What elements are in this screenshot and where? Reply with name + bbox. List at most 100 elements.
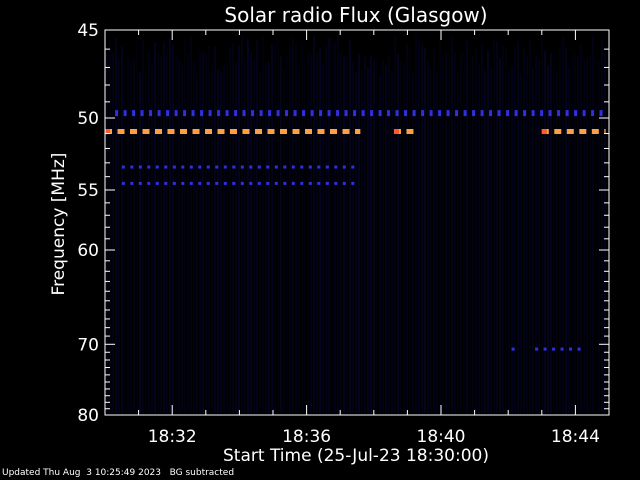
weak-emission-mark — [599, 110, 603, 117]
weak-emission-mark — [552, 347, 556, 351]
weak-emission-mark — [319, 110, 323, 117]
strong-emission-mark — [205, 129, 212, 135]
weak-emission-mark — [164, 181, 168, 185]
updated-timestamp: Updated Thu Aug 3 10:25:49 2023 — [2, 468, 162, 478]
weak-emission-mark — [336, 110, 340, 117]
weak-emission-mark — [543, 347, 547, 351]
weak-emission-mark — [123, 110, 127, 117]
footer: Updated Thu Aug 3 10:25:49 2023 BG subtr… — [2, 468, 234, 478]
weak-emission-mark — [206, 165, 210, 169]
weak-emission-mark — [274, 165, 278, 169]
weak-emission-mark — [565, 110, 569, 117]
weak-emission-mark — [181, 181, 185, 185]
weak-emission-mark — [189, 165, 193, 169]
weak-emission-mark — [308, 165, 312, 169]
weak-emission-mark — [300, 181, 304, 185]
weak-emission-mark — [560, 347, 564, 351]
strong-emission-mark — [330, 129, 337, 135]
weak-emission-mark — [266, 165, 270, 169]
weak-emission-mark — [198, 165, 202, 169]
weak-emission-mark — [268, 110, 272, 117]
weak-emission-mark — [514, 110, 518, 117]
weak-emission-mark — [283, 181, 287, 185]
weak-emission-mark — [166, 110, 170, 117]
weak-emission-mark — [121, 181, 125, 185]
weak-emission-mark — [334, 181, 338, 185]
weak-emission-mark — [421, 110, 425, 117]
plot-area — [106, 35, 606, 413]
weak-emission-mark — [293, 110, 297, 117]
weak-emission-mark — [274, 181, 278, 185]
strong-emission-mark — [566, 129, 574, 135]
weak-emission-mark — [325, 165, 329, 169]
weak-emission-mark — [174, 110, 178, 117]
y-tick-label: 80 — [77, 406, 99, 426]
weak-emission-mark — [234, 110, 238, 117]
weak-emission-mark — [334, 165, 338, 169]
weak-emission-mark — [489, 110, 493, 117]
weak-emission-mark — [574, 110, 578, 117]
strong-emission-mark — [117, 129, 125, 135]
weak-emission-mark — [130, 165, 134, 169]
strong-emission-edge — [105, 129, 110, 135]
weak-emission-mark — [472, 110, 476, 117]
weak-emission-mark — [325, 181, 329, 185]
weak-emission-mark — [353, 110, 357, 117]
strong-emission-mark — [217, 129, 225, 135]
weak-emission-mark — [577, 347, 581, 351]
emission-bands — [105, 110, 606, 351]
weak-emission-mark — [283, 165, 287, 169]
weak-emission-mark — [198, 181, 202, 185]
weak-emission-mark — [387, 110, 391, 117]
strong-emission-mark — [604, 129, 606, 135]
weak-emission-mark — [361, 110, 365, 117]
weak-emission-mark — [251, 110, 255, 117]
weak-emission-mark — [181, 165, 185, 169]
weak-emission-mark — [497, 110, 501, 117]
strong-emission-mark — [280, 129, 287, 135]
weak-emission-mark — [157, 110, 161, 117]
weak-emission-mark — [215, 165, 219, 169]
strong-emission-mark — [180, 129, 187, 135]
x-tick-label: 18:36 — [282, 427, 331, 447]
weak-emission-mark — [429, 110, 433, 117]
weak-emission-mark — [240, 181, 244, 185]
weak-emission-mark — [317, 165, 321, 169]
weak-emission-mark — [327, 110, 331, 117]
weak-emission-mark — [511, 347, 515, 351]
weak-emission-mark — [257, 181, 261, 185]
weak-emission-mark — [302, 110, 306, 117]
weak-emission-mark — [351, 165, 355, 169]
weak-emission-mark — [569, 347, 573, 351]
weak-emission-mark — [164, 165, 168, 169]
weak-emission-mark — [208, 110, 212, 117]
weak-emission-mark — [412, 110, 416, 117]
weak-emission-mark — [308, 181, 312, 185]
weak-emission-mark — [121, 165, 125, 169]
weak-emission-mark — [342, 181, 346, 185]
weak-emission-mark — [342, 165, 346, 169]
weak-emission-mark — [132, 110, 136, 117]
weak-emission-mark — [172, 181, 176, 185]
weak-emission-mark — [217, 110, 221, 117]
weak-emission-mark — [455, 110, 459, 117]
weak-emission-mark — [149, 110, 153, 117]
strong-emission-mark — [242, 129, 250, 135]
weak-emission-mark — [317, 181, 321, 185]
strong-emission-mark — [292, 129, 300, 135]
strong-emission-mark — [342, 129, 350, 135]
weak-emission-mark — [138, 165, 142, 169]
weak-emission-mark — [535, 347, 539, 351]
x-axis-label: Start Time (25-Jul-23 18:30:00) — [223, 446, 489, 466]
weak-emission-mark — [276, 110, 280, 117]
x-tick-label: 18:32 — [148, 427, 197, 447]
y-axis-label: Frequency [MHz] — [49, 153, 69, 296]
strong-emission-edge — [541, 129, 547, 135]
weak-emission-mark — [291, 165, 295, 169]
weak-emission-mark — [344, 110, 348, 117]
x-tick-label: 18:40 — [417, 427, 466, 447]
weak-emission-mark — [223, 181, 227, 185]
weak-emission-mark — [115, 110, 119, 117]
plot-frame — [104, 29, 610, 416]
